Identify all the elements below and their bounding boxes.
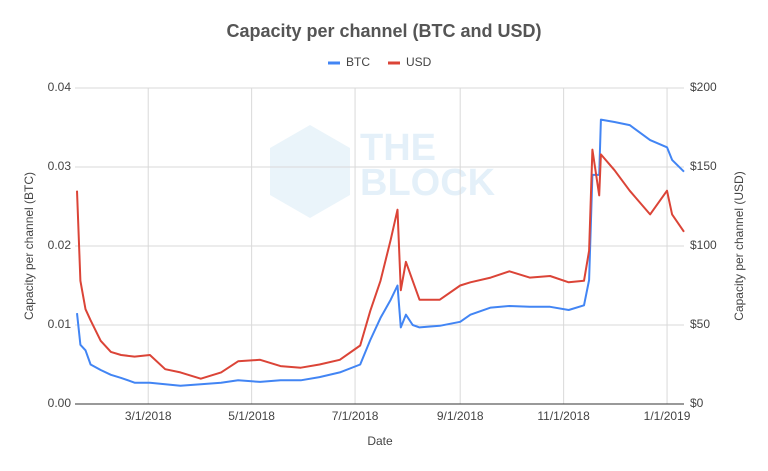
y2-axis-label: Capacity per channel (USD)	[732, 171, 746, 320]
y2-tick-label: $0	[690, 396, 704, 410]
y2-tick-label: $200	[690, 80, 717, 94]
y2-tick-label: $150	[690, 159, 717, 173]
y2-tick-label: $100	[690, 238, 717, 252]
x-tick-label: 1/1/2019	[644, 409, 691, 423]
watermark-logo	[270, 125, 350, 218]
y2-tick-label: $50	[690, 317, 710, 331]
y-tick-label: 0.04	[48, 80, 72, 94]
y-axis-label: Capacity per channel (BTC)	[22, 172, 36, 320]
watermark-text: BLOCK	[360, 162, 496, 204]
watermark	[270, 125, 350, 218]
y-tick-label: 0.03	[48, 159, 72, 173]
legend-label: USD	[406, 55, 432, 69]
x-tick-label: 7/1/2018	[332, 409, 379, 423]
watermark-text: THE	[360, 127, 436, 169]
series-line	[76, 118, 685, 387]
y-tick-label: 0.01	[48, 317, 72, 331]
y-tick-label: 0.00	[48, 396, 72, 410]
x-tick-label: 5/1/2018	[228, 409, 275, 423]
series-line	[76, 148, 685, 380]
x-tick-label: 3/1/2018	[125, 409, 172, 423]
chart-title: Capacity per channel (BTC and USD)	[226, 21, 541, 41]
x-tick-label: 11/1/2018	[537, 409, 590, 423]
y-tick-label: 0.02	[48, 238, 72, 252]
x-tick-label: 9/1/2018	[437, 409, 484, 423]
legend-label: BTC	[346, 55, 370, 69]
x-axis-label: Date	[367, 434, 393, 448]
